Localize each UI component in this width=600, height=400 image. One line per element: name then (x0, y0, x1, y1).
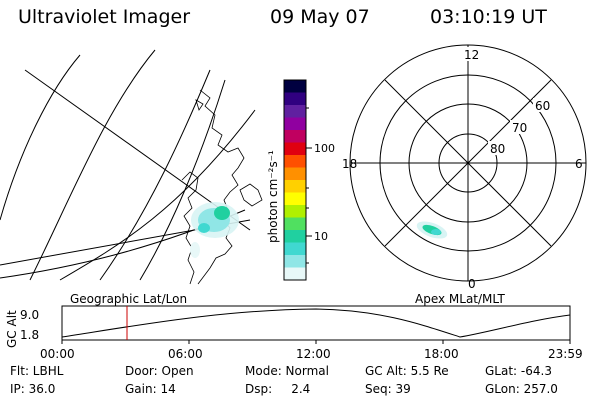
status-glat: GLat: -64.3 (485, 364, 552, 378)
colorbar-segment (284, 217, 306, 231)
timeline-xtick-0600: 06:00 (168, 347, 203, 361)
polar-plot: 12 18 6 0 60 70 80 (342, 44, 587, 290)
timeline-xtick-2359: 23:59 (548, 347, 583, 361)
status-ip: IP: 36.0 (10, 382, 56, 396)
instrument-title: Ultraviolet Imager (18, 6, 191, 28)
map-lat-line (29, 49, 156, 281)
timeline-xtick-1800: 18:00 (424, 347, 459, 361)
mlt-label-12: 12 (464, 48, 479, 62)
map-lat-line (99, 69, 211, 281)
colorbar-segment (284, 105, 306, 118)
timeline-left-label: Geographic Lat/Lon (70, 292, 188, 306)
status-flt: Flt: LBHL (10, 364, 64, 378)
timeline-xtick-1200: 12:00 (296, 347, 331, 361)
altitude-timeline: GC Alt 9.0 1.8 00:00 06:00 12:00 18:00 2… (5, 305, 583, 361)
mlt-label-18: 18 (342, 157, 357, 171)
colorbar-segment (284, 192, 306, 206)
timeline-ytick-top: 9.0 (20, 308, 39, 322)
date-label: 09 May 07 (270, 6, 370, 28)
altitude-curve (61, 308, 571, 338)
coastline (181, 171, 199, 285)
mlat-label-60: 60 (535, 99, 550, 113)
status-gc-alt: GC Alt: 5.5 Re (365, 364, 449, 378)
map-lat-line (139, 79, 226, 281)
colorbar-segment (284, 167, 306, 181)
coastline (195, 99, 204, 111)
colorbar-segment (284, 130, 306, 143)
colorbar-segment (284, 142, 306, 156)
colorbar-tick-10: 10 (314, 230, 328, 243)
colorbar-segment (284, 180, 306, 193)
polar-aurora-emission (416, 221, 448, 239)
timeline-right-label: Apex MLat/MLT (415, 292, 505, 306)
colorbar-segment (284, 255, 306, 268)
timeline-xtick-0000: 00:00 (40, 347, 75, 361)
colorbar-segment (284, 155, 306, 168)
mlat-label-80: 80 (490, 142, 505, 156)
coastline (239, 183, 263, 207)
timeline-ytick-bottom: 1.8 (20, 328, 39, 342)
geographic-map (0, 49, 263, 285)
mlt-label-0: 0 (468, 277, 476, 290)
status-glon: GLon: 257.0 (485, 382, 558, 396)
colorbar-unit-label: photon cm⁻²s⁻¹ (266, 150, 280, 243)
status-seq: Seq: 39 (365, 382, 411, 396)
colorbar-segment (284, 205, 306, 218)
coastline (197, 89, 245, 285)
status-mode: Mode: Normal (245, 364, 329, 378)
timeline-axis-title: GC Alt (5, 310, 19, 348)
status-dsp: Dsp: 2.4 (245, 382, 311, 396)
time-label: 03:10:19 UT (430, 6, 547, 28)
status-door: Door: Open (125, 364, 194, 378)
colorbar: 100 10 photon cm⁻²s⁻¹ (266, 79, 335, 281)
colorbar-frame (283, 79, 307, 281)
timeline-frame (61, 305, 571, 341)
colorbar-tick-100: 100 (314, 142, 335, 155)
mlt-label-6: 6 (575, 157, 583, 171)
aurora-emission (190, 202, 239, 258)
colorbar-segment (284, 92, 306, 106)
map-lat-line (59, 109, 256, 281)
colorbar-segment (284, 267, 306, 281)
status-gain: Gain: 14 (125, 382, 176, 396)
colorbar-segment (284, 242, 306, 256)
colorbar-segment (284, 230, 306, 243)
map-lat-line (0, 54, 81, 221)
mlat-label-70: 70 (512, 121, 527, 135)
polar-diagonal (384, 79, 552, 247)
colorbar-segment (284, 80, 306, 93)
colorbar-segment (284, 117, 306, 131)
